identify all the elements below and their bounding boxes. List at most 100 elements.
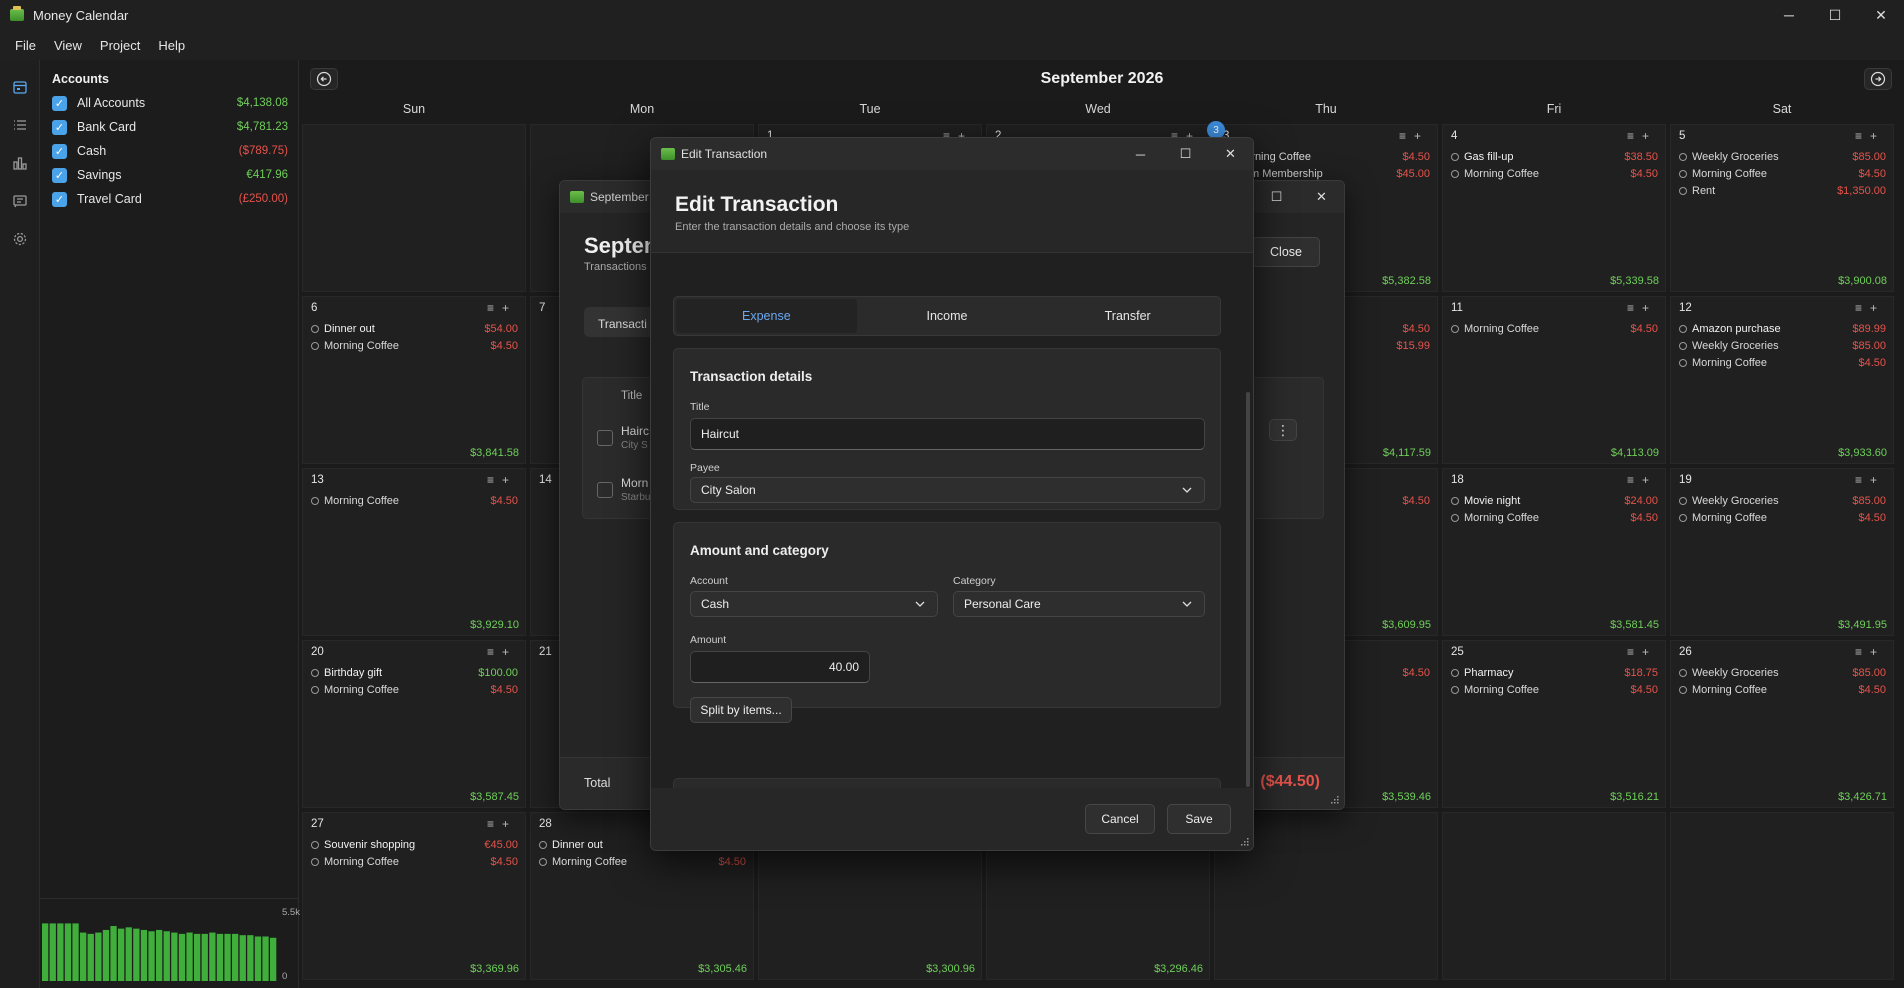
close-button[interactable]: ✕	[1316, 189, 1327, 204]
resize-grip-icon[interactable]	[1239, 836, 1249, 846]
day-actions[interactable]: ≡+	[1854, 645, 1885, 659]
split-by-items-button[interactable]: Split by items...	[690, 697, 792, 723]
transaction-entry[interactable]: $15.99	[1223, 337, 1430, 354]
day-actions[interactable]: ≡+	[1398, 129, 1429, 143]
menu-help[interactable]: Help	[158, 37, 186, 53]
day-actions[interactable]: ≡+	[1854, 129, 1885, 143]
transaction-entry[interactable]: Morning Coffee $4.50	[1451, 320, 1658, 337]
menu-file[interactable]: File	[15, 37, 36, 53]
transaction-entry[interactable]: Movie night $24.00	[1451, 492, 1658, 509]
minimize-button[interactable]: ─	[1135, 146, 1146, 162]
account-row[interactable]: ✓ All Accounts $4,138.08	[52, 93, 288, 113]
transaction-entry[interactable]: Dinner out	[539, 836, 746, 853]
calendar-icon[interactable]	[9, 76, 31, 98]
settings-icon[interactable]	[9, 228, 31, 250]
day-cell[interactable]: 19 ≡+ Weekly Groceries $85.00 Morning Coffee…	[1670, 468, 1894, 636]
maximize-button[interactable]: ☐	[1179, 146, 1192, 161]
day-actions[interactable]: ≡+	[1626, 301, 1657, 315]
account-row[interactable]: ✓ Travel Card (£250.00)	[52, 189, 288, 209]
transaction-entry[interactable]: Weekly Groceries $85.00	[1679, 337, 1886, 354]
transaction-entry[interactable]: Morning Coffee $4.50	[311, 492, 518, 509]
transaction-entry[interactable]: Rent $1,350.00	[1679, 182, 1886, 199]
day-cell[interactable]: 27 ≡+ Souvenir shopping €45.00 Morning Coffe…	[302, 812, 526, 980]
close-dialog-button[interactable]: Close	[1252, 237, 1320, 267]
transaction-entry[interactable]: Morning Coffee $4.50	[311, 337, 518, 354]
minimize-button[interactable]: ─	[1784, 7, 1794, 23]
day-actions[interactable]: ≡+	[1854, 301, 1885, 315]
day-cell[interactable]: 4 ≡+ Gas fill-up $38.50 Morning Coffee $4.50 $…	[1442, 124, 1666, 292]
transaction-entry[interactable]: $4.50	[1223, 664, 1430, 681]
title-input[interactable]: Haircut	[690, 418, 1205, 450]
transaction-entry[interactable]: Weekly Groceries $85.00	[1679, 148, 1886, 165]
transaction-entry[interactable]: Weekly Groceries $85.00	[1679, 664, 1886, 681]
day-actions[interactable]: ≡+	[1626, 645, 1657, 659]
account-row[interactable]: ✓ Bank Card $4,781.23	[52, 117, 288, 137]
day-actions[interactable]: ≡+	[1626, 473, 1657, 487]
account-combobox[interactable]: Cash	[690, 591, 938, 617]
tab-transfer[interactable]: Transfer	[1104, 309, 1151, 323]
day-cell[interactable]: 6 ≡+ Dinner out $54.00 Morning Coffee $4.50 $3…	[302, 296, 526, 464]
transaction-entry[interactable]: Morning Coffee $4.50	[311, 681, 518, 698]
balance-mini-chart[interactable]: 5.5k 0	[40, 898, 300, 988]
account-row[interactable]: ✓ Cash ($789.75)	[52, 141, 288, 161]
day-cell[interactable]: 20 ≡+ Birthday gift $100.00 Morning Coffee $4…	[302, 640, 526, 808]
day-cell[interactable]: 26 ≡+ Weekly Groceries $85.00 Morning Coffee…	[1670, 640, 1894, 808]
tab-expense[interactable]: Expense	[676, 299, 857, 333]
transaction-entry[interactable]: Birthday gift $100.00	[311, 664, 518, 681]
maximize-button[interactable]: ☐	[1828, 6, 1842, 23]
checkbox[interactable]: ✓	[52, 191, 67, 207]
category-combobox[interactable]: Personal Care	[953, 591, 1205, 617]
day-actions[interactable]: ≡+	[486, 301, 517, 315]
day-actions[interactable]: ≡+	[486, 645, 517, 659]
day-cell[interactable]	[1442, 812, 1666, 980]
day-cell[interactable]: 25 ≡+ Pharmacy $18.75 Morning Coffee $4.50 $3,…	[1442, 640, 1666, 808]
checkbox[interactable]: ✓	[52, 119, 67, 135]
row-checkbox[interactable]	[597, 482, 613, 498]
transaction-entry[interactable]: Morning Coffee $4.50	[1451, 165, 1658, 182]
transaction-entry[interactable]: Morning Coffee $4.50	[311, 853, 518, 870]
amount-input[interactable]: 40.00	[690, 651, 870, 683]
day-cell[interactable]	[1670, 812, 1894, 980]
day-cell[interactable]: 11 ≡+ Morning Coffee $4.50 $4,113.09	[1442, 296, 1666, 464]
dialog-scrollbar[interactable]	[1246, 392, 1250, 787]
maximize-button[interactable]: ☐	[1270, 189, 1283, 204]
transaction-entry[interactable]: Morning Coffee $4.50	[1679, 354, 1886, 371]
list-icon[interactable]	[9, 114, 31, 136]
account-row[interactable]: ✓ Savings €417.96	[52, 165, 288, 185]
day-cell[interactable]: 18 ≡+ Movie night $24.00 Morning Coffee $4.50…	[1442, 468, 1666, 636]
checkbox[interactable]: ✓	[52, 95, 67, 111]
row-checkbox[interactable]	[597, 430, 613, 446]
next-month-button[interactable]	[1864, 68, 1892, 90]
day-cell[interactable]: 12 ≡+ Amazon purchase $89.99 Weekly Grocerie…	[1670, 296, 1894, 464]
transaction-entry[interactable]: Gas fill-up $38.50	[1451, 148, 1658, 165]
more-options-button[interactable]: ⋮	[1269, 419, 1297, 441]
transaction-entry[interactable]: Morning Coffee $4.50	[1679, 509, 1886, 526]
transaction-entry[interactable]: Dinner out $54.00	[311, 320, 518, 337]
day-actions[interactable]: ≡+	[486, 473, 517, 487]
day-actions[interactable]: ≡+	[486, 817, 517, 831]
menu-project[interactable]: Project	[99, 37, 141, 53]
tab-income[interactable]: Income	[926, 309, 968, 323]
checkbox[interactable]: ✓	[52, 143, 67, 159]
prev-month-button[interactable]	[310, 68, 338, 90]
payee-combobox[interactable]: City Salon	[690, 477, 1205, 503]
transaction-entry[interactable]: Morning Coffee $4.50	[1451, 681, 1658, 698]
transaction-entry[interactable]: Pharmacy $18.75	[1451, 664, 1658, 681]
transaction-entry[interactable]: Amazon purchase $89.99	[1679, 320, 1886, 337]
close-button[interactable]: ✕	[1225, 146, 1236, 161]
chart-icon[interactable]	[9, 152, 31, 174]
transaction-entry[interactable]: $4.50	[1223, 492, 1430, 509]
transaction-entry[interactable]: Morning Coffee $4.50	[539, 853, 746, 870]
resize-grip-icon[interactable]	[1329, 794, 1339, 804]
transaction-entry[interactable]: Souvenir shopping €45.00	[311, 836, 518, 853]
transaction-entry[interactable]: Morning Coffee $4.50	[1679, 165, 1886, 182]
transaction-entry[interactable]: Morning Coffee $4.50	[1223, 148, 1430, 165]
day-actions[interactable]: ≡+	[1854, 473, 1885, 487]
transaction-entry[interactable]: Weekly Groceries $85.00	[1679, 492, 1886, 509]
day-cell[interactable]	[302, 124, 526, 292]
close-button[interactable]: ✕	[1875, 6, 1887, 23]
checkbox[interactable]: ✓	[52, 167, 67, 183]
transaction-entry[interactable]: $4.50	[1223, 320, 1430, 337]
save-button[interactable]: Save	[1167, 804, 1231, 834]
day-cell[interactable]: 13 ≡+ Morning Coffee $4.50 $3,929.10	[302, 468, 526, 636]
